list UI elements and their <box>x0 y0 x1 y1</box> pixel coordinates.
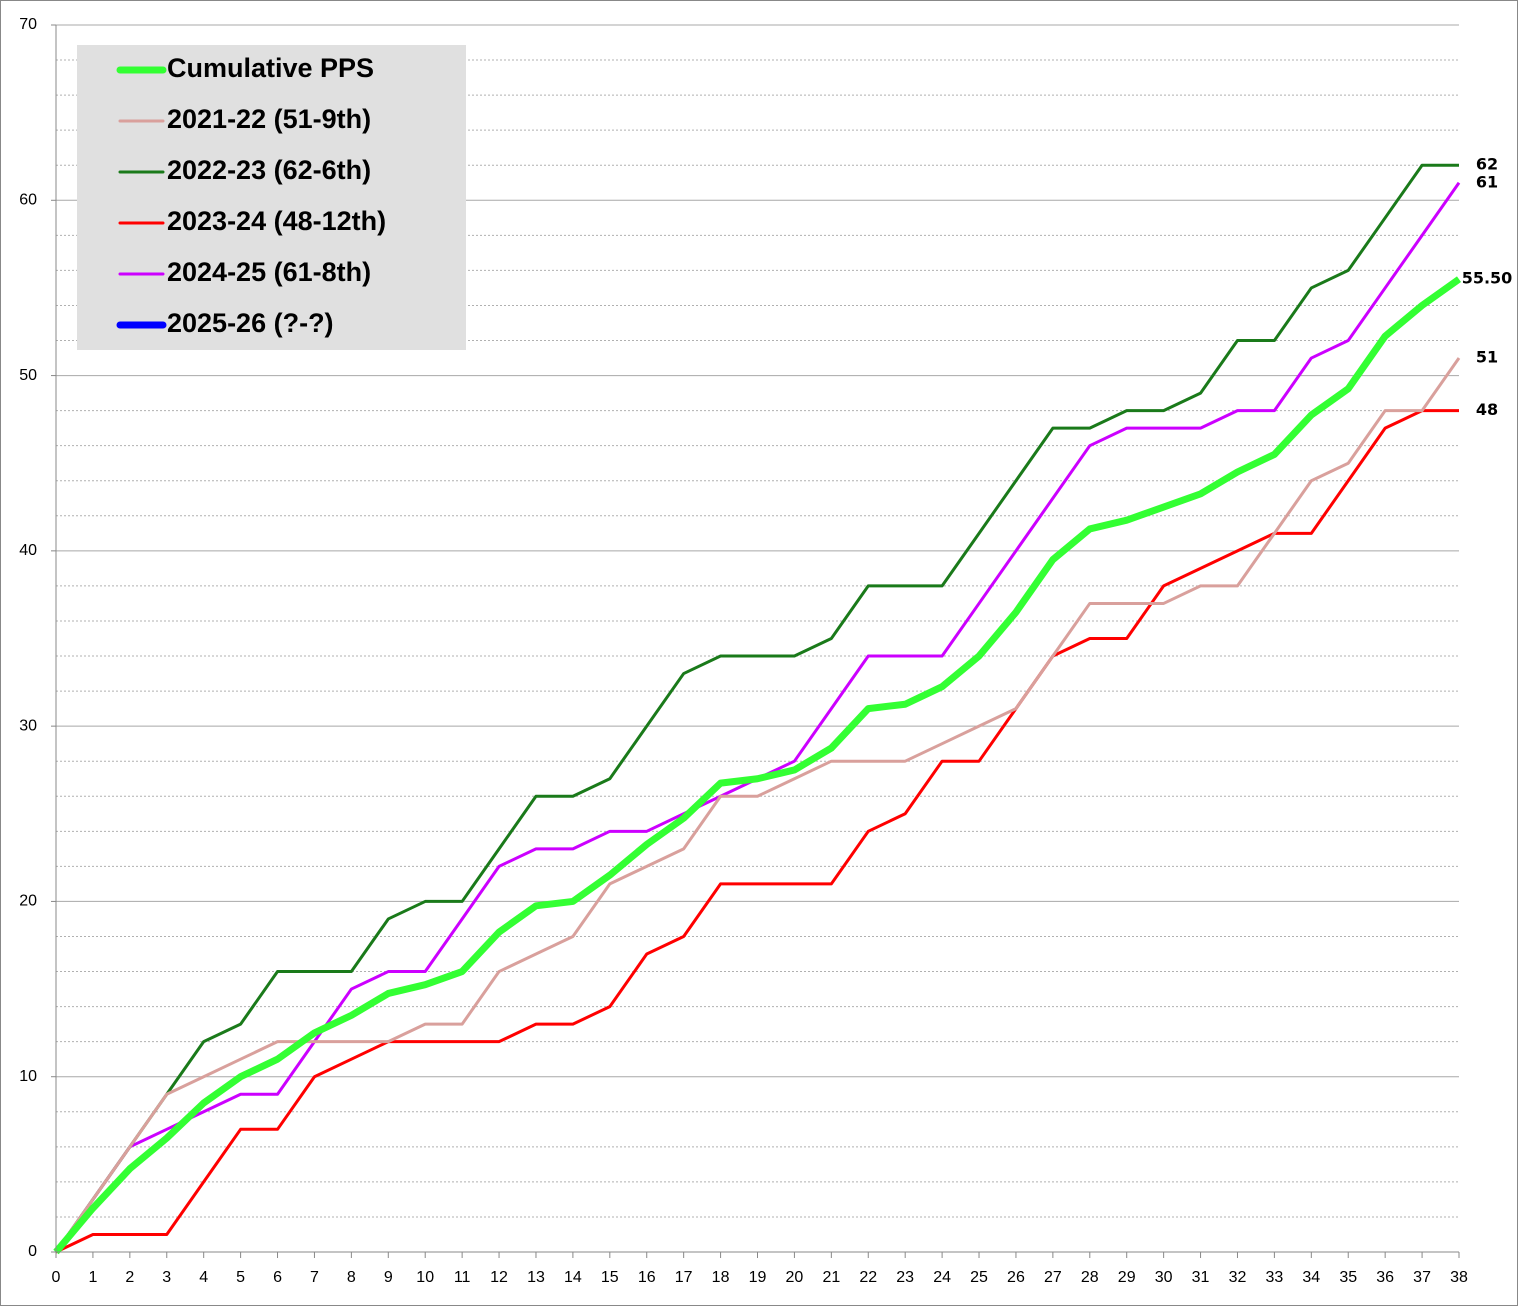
data-label: 62 <box>1476 155 1498 174</box>
x-tick-label: 3 <box>162 1269 171 1286</box>
y-tick-label: 60 <box>19 192 37 209</box>
x-tick-label: 22 <box>859 1269 877 1286</box>
x-tick-label: 38 <box>1450 1269 1468 1286</box>
x-tick-label: 11 <box>454 1269 471 1286</box>
x-tick-label: 20 <box>786 1269 804 1286</box>
x-tick-label: 29 <box>1118 1269 1136 1286</box>
x-tick-label: 9 <box>384 1269 393 1286</box>
legend-label: 2024-25 (61-8th) <box>167 257 371 287</box>
series-line <box>53 276 1462 1255</box>
data-label: 51 <box>1476 348 1498 367</box>
x-tick-label: 37 <box>1413 1269 1431 1286</box>
x-tick-label: 4 <box>199 1269 208 1286</box>
x-tick-label: 6 <box>273 1269 282 1286</box>
y-tick-label: 30 <box>19 717 37 734</box>
x-tick-label: 24 <box>933 1269 951 1286</box>
y-tick-label: 10 <box>19 1068 37 1085</box>
x-tick-label: 8 <box>347 1269 356 1286</box>
x-tick-label: 13 <box>527 1269 545 1286</box>
legend-label: Cumulative PPS <box>167 53 374 83</box>
series-line <box>54 163 1459 1253</box>
x-tick-label: 25 <box>970 1269 988 1286</box>
data-label: 61 <box>1476 172 1498 191</box>
y-tick-label: 50 <box>19 367 37 384</box>
x-tick-label: 31 <box>1192 1269 1210 1286</box>
x-tick-label: 14 <box>564 1269 582 1286</box>
x-tick-label: 0 <box>52 1269 61 1286</box>
x-tick-label: 21 <box>822 1269 840 1286</box>
x-tick-label: 15 <box>601 1269 619 1286</box>
legend-box <box>77 45 466 350</box>
y-tick-label: 40 <box>19 542 37 559</box>
legend-label: 2022-23 (62-6th) <box>167 155 371 185</box>
data-label: 48 <box>1476 400 1498 419</box>
x-tick-label: 27 <box>1044 1269 1062 1286</box>
legend-label: 2023-24 (48-12th) <box>167 206 386 236</box>
x-tick-label: 7 <box>310 1269 319 1286</box>
y-tick-label: 70 <box>19 16 37 33</box>
x-tick-label: 36 <box>1376 1269 1394 1286</box>
x-tick-label: 16 <box>638 1269 656 1286</box>
lines: 61 48 62 51 55.50 <box>53 155 1513 1255</box>
legend-label: 2025-26 (?-?) <box>167 308 334 338</box>
x-tick-label: 1 <box>88 1269 97 1286</box>
data-label: 55.50 <box>1462 269 1513 288</box>
x-tick-label: 10 <box>416 1269 434 1286</box>
y-tick-label: 20 <box>19 893 37 910</box>
x-tick-label: 28 <box>1081 1269 1099 1286</box>
x-tick-label: 12 <box>490 1269 508 1286</box>
y-tick-label: 0 <box>28 1243 37 1260</box>
x-tick-label: 30 <box>1155 1269 1173 1286</box>
x-tick-label: 32 <box>1229 1269 1247 1286</box>
x-tick-label: 2 <box>125 1269 134 1286</box>
x-tick-label: 33 <box>1265 1269 1283 1286</box>
x-tick-label: 35 <box>1339 1269 1357 1286</box>
x-tick-label: 19 <box>749 1269 767 1286</box>
x-tick-label: 34 <box>1302 1269 1320 1286</box>
x-tick-label: 23 <box>896 1269 914 1286</box>
x-tick-label: 5 <box>236 1269 245 1286</box>
x-tick-label: 17 <box>675 1269 693 1286</box>
series-line <box>55 409 1459 1254</box>
legend-label: 2021-22 (51-9th) <box>167 104 371 134</box>
legend: Cumulative PPS 2021-22 (51-9th) 2022-23 (6… <box>77 45 466 350</box>
x-tick-label: 18 <box>712 1269 730 1286</box>
x-tick-label: 26 <box>1007 1269 1025 1286</box>
series-line <box>54 357 1461 1253</box>
